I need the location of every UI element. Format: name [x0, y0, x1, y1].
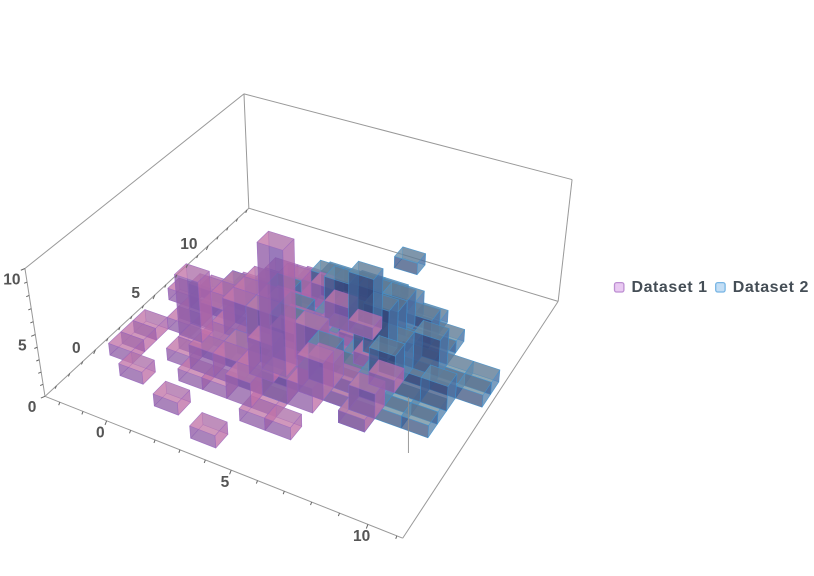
- svg-text:10: 10: [353, 528, 370, 545]
- svg-text:0: 0: [28, 399, 37, 416]
- svg-text:10: 10: [180, 236, 197, 253]
- svg-text:Dataset 2: Dataset 2: [733, 279, 809, 296]
- svg-text:5: 5: [221, 474, 230, 491]
- svg-text:5: 5: [18, 337, 27, 354]
- svg-text:5: 5: [131, 285, 140, 302]
- svg-text:10: 10: [3, 271, 20, 288]
- svg-text:Dataset 1: Dataset 1: [632, 279, 708, 296]
- svg-text:0: 0: [96, 425, 105, 442]
- svg-text:0: 0: [72, 340, 81, 357]
